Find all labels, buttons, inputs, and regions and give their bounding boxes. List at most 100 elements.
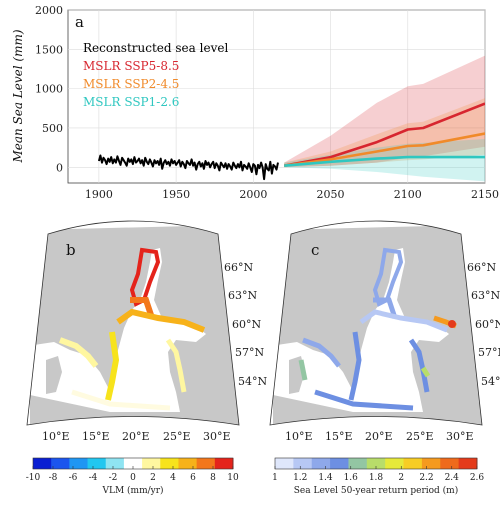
- rp-sweden-west: [302, 337, 341, 368]
- colorbar-segment: [105, 458, 125, 469]
- map-b-graticule-labels: 66°N 63°N 60°N 57°N 54°N 10°E 15°E 20°E 25°E 30°E: [42, 261, 267, 443]
- series-line-2: [284, 132, 485, 167]
- lat-label: 60°N: [232, 318, 261, 331]
- y-tick-label: 1000: [35, 83, 63, 96]
- colorbar-segment: [178, 458, 198, 469]
- lon-label: 30°E: [203, 430, 231, 443]
- panel-c: 66°N 63°N 60°N 57°N 54°N 10°E 15°E 20°E 25°E 30°E…: [269, 220, 500, 443]
- series-line-1: [283, 102, 485, 167]
- x-tick-label: 1900: [85, 188, 113, 201]
- band-2: [284, 98, 485, 168]
- vlm-bothnian-sea: [130, 297, 155, 319]
- colorbar-return-period: 1 1.2 1.4 1.6 1.8 2 2.2 2.4 2.6: [272, 457, 484, 483]
- lon-label: 25°E: [163, 430, 191, 443]
- rp-sweden-east: [348, 331, 362, 401]
- panel-a: 1900 1950 2000 2050 2100 2150 0 500 1000 1500 2000…: [11, 4, 499, 201]
- x-tick-label: 1950: [162, 188, 190, 201]
- lat-label: 63°N: [228, 289, 257, 302]
- vlm-baltic-states: [165, 338, 187, 393]
- lat-label: 63°N: [471, 289, 500, 302]
- colorbar-tick-label: 2: [150, 473, 156, 483]
- colorbar-tick-label: -2: [109, 473, 118, 483]
- colorbar-tick-label: 2: [398, 473, 404, 483]
- colorbar-tick-label: 1.2: [293, 473, 307, 483]
- vlm-sweden-west: [58, 337, 99, 368]
- vlm-south-coast: [71, 389, 171, 411]
- rp-riga: [420, 366, 431, 378]
- y-tick-label: 1500: [35, 43, 63, 56]
- colorbar-segment: [311, 458, 331, 469]
- grid-a: [68, 9, 486, 183]
- colorbar-tick-label: -8: [49, 473, 58, 483]
- sea-baltic-c: [353, 248, 449, 412]
- colorbar-segment: [440, 458, 460, 469]
- colorbar-segment: [87, 458, 107, 469]
- y-tick-label: 0: [56, 161, 63, 174]
- legend-entry: MSLR SSP1-2.6: [83, 95, 179, 109]
- rp-bothnian-sea: [373, 297, 398, 319]
- colorbar-segment: [421, 458, 441, 469]
- colorbar-segment: [214, 458, 234, 469]
- lon-label: 30°E: [446, 430, 474, 443]
- uncertainty-bands: [284, 55, 485, 182]
- rp-south-coast: [314, 389, 414, 411]
- panel-b: 66°N 63°N 60°N 57°N 54°N 10°E 15°E 20°E 25°E 30°E…: [26, 220, 267, 443]
- band-1: [284, 55, 485, 168]
- band-3: [284, 139, 485, 182]
- x-tick-label: 2100: [394, 188, 422, 201]
- colorbar-tick-label: 1: [272, 473, 278, 483]
- y-axis-label: Mean Sea Level (mm): [11, 29, 25, 163]
- ticks-a: 1900 1950 2000 2050 2100 2150 0 500 1000 1500 2000: [35, 4, 499, 201]
- colorbar-segment: [51, 458, 70, 469]
- map-b-land: [30, 225, 239, 425]
- legend-entry: Reconstructed sea level: [83, 41, 228, 55]
- colorbar-segment: [293, 458, 313, 469]
- colorbar-segment: [196, 458, 216, 469]
- x-tick-label: 2150: [471, 188, 499, 201]
- y-tick-label: 500: [42, 122, 63, 135]
- map-c-graticule-labels: 66°N 63°N 60°N 57°N 54°N 10°E 15°E 20°E 25°E 30°E: [285, 261, 500, 443]
- map-c-frame: [269, 220, 483, 426]
- colorbar-return-period-label: Sea Level 50-year return period (m): [294, 485, 458, 496]
- lon-label: 15°E: [82, 430, 110, 443]
- legend-entry: MSLR SSP5-8.5: [83, 59, 179, 73]
- colorbar-segment: [69, 458, 89, 469]
- map-c-land: [273, 225, 482, 425]
- vlm-finland-gulf: [116, 308, 206, 333]
- colorbar-tick-label: 1.6: [344, 473, 359, 483]
- colorbar-segment: [366, 458, 386, 469]
- lon-label: 10°E: [42, 430, 70, 443]
- x-tick-label: 2000: [239, 188, 267, 201]
- series-lines: [97, 102, 485, 181]
- colorbar-segment: [160, 458, 179, 469]
- colorbar-tick-label: 10: [227, 473, 239, 483]
- sea-baltic: [110, 248, 206, 412]
- colorbar-tick-label: -4: [89, 473, 98, 483]
- colorbar-segment: [330, 458, 349, 469]
- lon-label: 20°E: [365, 430, 393, 443]
- rp-denmark-coast: [298, 359, 308, 381]
- colorbar-tick-label: 1.8: [369, 473, 384, 483]
- colorbar-segment: [33, 458, 52, 469]
- series-line-0: [97, 154, 279, 181]
- colorbar-vlm-label: VLM (mm/yr): [101, 485, 163, 496]
- lat-label: 54°N: [238, 375, 267, 388]
- colorbar-segment: [348, 458, 368, 469]
- colorbar-segment: [385, 458, 405, 469]
- lat-label: 57°N: [235, 346, 264, 359]
- panel-letter-a: a: [75, 13, 84, 31]
- rp-st-petersburg: [448, 320, 456, 328]
- colorbar-tick-label: 6: [190, 473, 196, 483]
- lat-label: 66°N: [467, 261, 496, 274]
- rp-finland-gulf: [359, 309, 448, 333]
- colorbar-tick-label: 8: [210, 473, 216, 483]
- panel-letter-c: c: [311, 241, 319, 259]
- colorbar-tick-label: 4: [170, 473, 176, 483]
- lon-label: 20°E: [122, 430, 150, 443]
- colorbar-vlm: -10 -8 -6 -4 -2 0 2 4 6 8 10: [26, 457, 239, 483]
- colorbar-tick-label: 2.2: [419, 473, 433, 483]
- colorbar-segment: [403, 458, 423, 469]
- lon-label: 10°E: [285, 430, 313, 443]
- panel-letter-b: b: [66, 241, 76, 259]
- lat-label: 66°N: [224, 261, 253, 274]
